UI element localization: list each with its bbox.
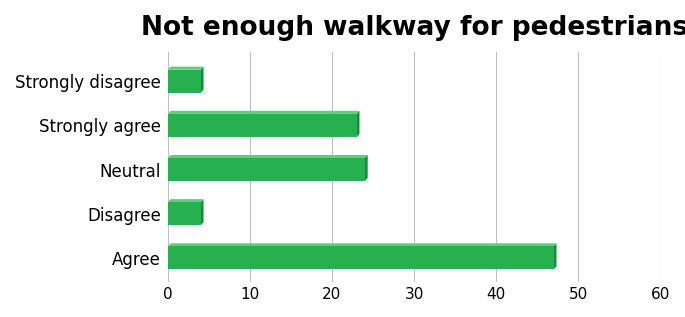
Polygon shape	[201, 199, 203, 225]
Bar	[168, 158, 365, 181]
Bar	[168, 70, 201, 93]
Bar	[168, 114, 357, 137]
Polygon shape	[365, 155, 368, 181]
Polygon shape	[201, 67, 203, 93]
Polygon shape	[168, 155, 368, 158]
Bar	[168, 246, 553, 269]
Polygon shape	[168, 67, 203, 70]
Title: Not enough walkway for pedestrians: Not enough walkway for pedestrians	[140, 15, 685, 41]
Polygon shape	[553, 243, 556, 269]
Polygon shape	[357, 111, 360, 137]
Polygon shape	[168, 199, 203, 202]
Polygon shape	[168, 111, 360, 114]
Bar	[168, 202, 201, 225]
Polygon shape	[168, 243, 556, 246]
